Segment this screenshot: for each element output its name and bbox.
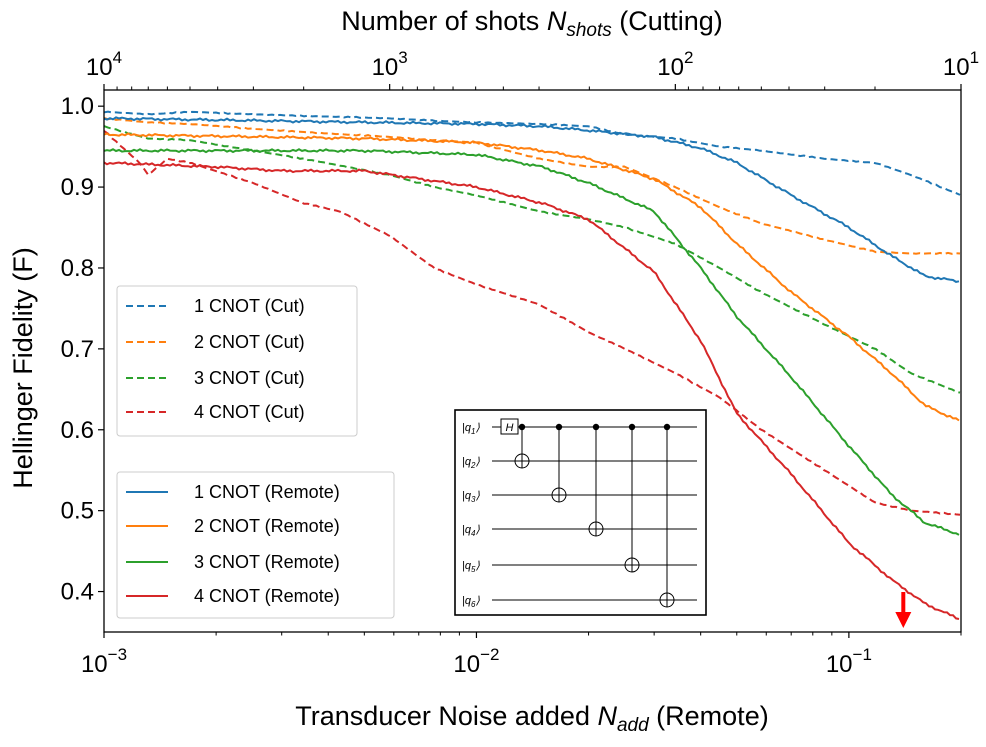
qubit-label-1: |q1⟩ — [462, 422, 480, 436]
qubit-label-6: |q6⟩ — [462, 595, 480, 609]
cnot-control-1 — [518, 423, 526, 431]
bottom-tick-label-2: 10−1 — [826, 645, 872, 678]
legend-label-remote-4: 4 CNOT (Remote) — [194, 586, 340, 606]
cnot-control-5 — [663, 423, 671, 431]
qubit-label-2: |q2⟩ — [462, 456, 480, 470]
qubit-label-4: |q4⟩ — [462, 524, 480, 538]
top-axis-title: Number of shots Nshots (Cutting) — [341, 6, 723, 41]
y-tick-label-0: 1.0 — [61, 93, 94, 120]
y-tick-label-1: 0.9 — [61, 174, 94, 201]
series-remote-1 — [104, 116, 960, 283]
qubit-label-5: |q5⟩ — [462, 560, 480, 574]
bottom-tick-label-0: 10−3 — [81, 645, 127, 678]
bottom-tick-label-1: 10−2 — [453, 645, 499, 678]
plot-frame — [103, 89, 962, 633]
y-axis-title: Hellinger Fidelity (F) — [8, 247, 38, 489]
cnot-control-2 — [555, 423, 563, 431]
series-remote-3 — [104, 148, 960, 536]
top-tick-label-1: 103 — [372, 48, 408, 81]
y-tick-label-4: 0.6 — [61, 417, 94, 444]
legend-label-remote-1: 1 CNOT (Remote) — [194, 482, 340, 502]
legend-label-cut-1: 1 CNOT (Cut) — [194, 296, 305, 316]
series-cut-2 — [104, 116, 961, 255]
qubit-label-3: |q3⟩ — [462, 490, 480, 504]
top-tick-label-2: 102 — [657, 48, 693, 81]
series-remote-4 — [104, 161, 960, 620]
y-tick-label-2: 0.8 — [61, 255, 94, 282]
legend-cut: 1 CNOT (Cut) 2 CNOT (Cut) 3 CNOT (Cut) 4… — [116, 285, 358, 437]
hadamard-gate — [500, 418, 519, 435]
legend-label-cut-4: 4 CNOT (Cut) — [194, 402, 305, 422]
series-cut-1 — [104, 110, 961, 196]
y-tick-label-6: 0.4 — [61, 579, 94, 606]
series-cut-4 — [104, 130, 961, 516]
legend-label-cut-2: 2 CNOT (Cut) — [194, 332, 305, 352]
legend-label-remote-2: 2 CNOT (Remote) — [194, 516, 340, 536]
bottom-axis-title: Transducer Noise added Nadd (Remote) — [295, 701, 768, 736]
legend-label-cut-3: 3 CNOT (Cut) — [194, 368, 305, 388]
red-arrow-head — [895, 612, 912, 628]
cnot-control-3 — [592, 423, 600, 431]
cnot-control-4 — [628, 423, 636, 431]
inset-circuit: |q1⟩ |q2⟩ |q3⟩ |q4⟩ |q5⟩ |q6⟩ H — [454, 409, 707, 616]
top-tick-label-3: 101 — [943, 48, 979, 81]
hadamard-label: H — [506, 422, 514, 434]
y-tick-label-5: 0.5 — [61, 498, 94, 525]
top-tick-label-0: 104 — [86, 48, 122, 81]
y-tick-label-3: 0.7 — [61, 336, 94, 363]
legend-remote: 1 CNOT (Remote) 2 CNOT (Remote) 3 CNOT (… — [116, 471, 395, 619]
legend-label-remote-3: 3 CNOT (Remote) — [194, 552, 340, 572]
series-remote-2 — [104, 132, 960, 422]
